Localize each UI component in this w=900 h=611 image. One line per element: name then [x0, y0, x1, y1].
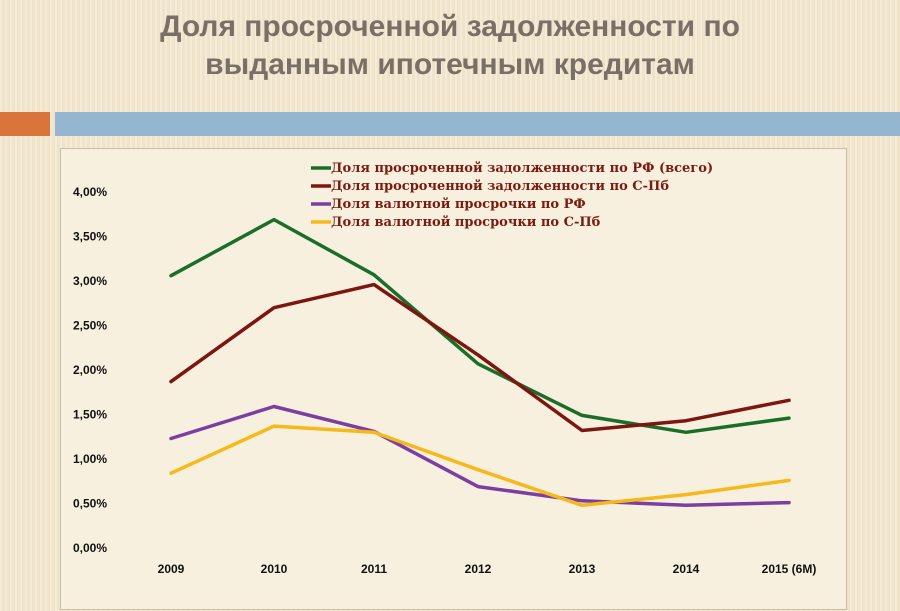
y-tick-label: 2,50% — [73, 319, 107, 333]
y-tick-label: 2,00% — [73, 363, 107, 377]
plot-frame — [60, 148, 847, 610]
y-tick-label: 0,50% — [73, 497, 107, 511]
series-line-4 — [169, 424, 791, 508]
legend: Доля просроченной задолженности по РФ (в… — [311, 161, 713, 230]
y-tick-label: 1,50% — [73, 408, 107, 422]
series-line-1 — [169, 217, 791, 435]
y-tick-label: 4,00% — [73, 185, 107, 199]
title-line-2: выданным ипотечным кредитам — [205, 48, 695, 81]
legend-label-4: Доля валютной просрочки по С-Пб — [331, 215, 601, 230]
series-line-2 — [169, 282, 791, 433]
legend-label-2: Доля просроченной задолженности по С-Пб — [331, 179, 669, 194]
series-line-3 — [169, 404, 791, 508]
title-line-1: Доля просроченной задолженности по — [160, 10, 740, 43]
legend-label-1: Доля просроченной задолженности по РФ (в… — [331, 161, 713, 176]
x-tick-label: 2015 (6M) — [762, 562, 817, 576]
x-tick-label: 2013 — [569, 562, 596, 576]
accent-bar-blue — [55, 112, 900, 136]
y-tick-label: 3,00% — [73, 274, 107, 288]
legend-label-3: Доля валютной просрочки по РФ — [331, 197, 586, 212]
x-tick-label: 2011 — [361, 562, 387, 576]
x-tick-label: 2010 — [261, 562, 288, 576]
x-axis-ticks: 2009 2010 2011 2012 2013 2014 2015 (6M) — [158, 562, 817, 576]
x-tick-label: 2012 — [465, 562, 492, 576]
y-tick-label: 1,00% — [73, 452, 107, 466]
accent-bar-orange — [0, 112, 50, 136]
y-tick-label: 0,00% — [73, 541, 107, 555]
page-title: Доля просроченной задолженности по выдан… — [60, 8, 840, 84]
x-tick-label: 2014 — [673, 562, 700, 576]
y-tick-label: 3,50% — [73, 230, 107, 244]
y-axis-ticks: 0,00% 0,50% 1,00% 1,50% 2,00% 2,50% 3,00% 3,50%… — [73, 185, 107, 555]
series-lines — [169, 217, 791, 508]
x-tick-label: 2009 — [158, 562, 185, 576]
